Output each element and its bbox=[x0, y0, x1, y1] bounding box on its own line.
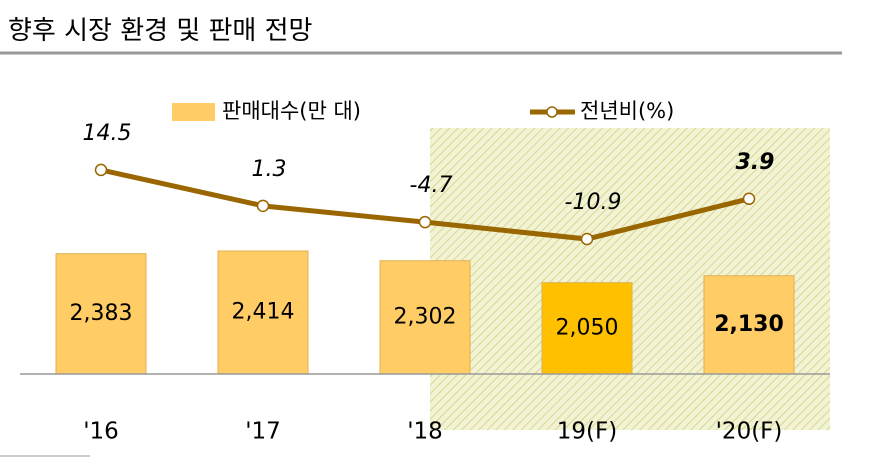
bar-value-label: 2,302 bbox=[394, 304, 457, 329]
line-marker bbox=[418, 215, 432, 229]
legend-swatch bbox=[172, 103, 215, 121]
legend-label: 전년비(%) bbox=[580, 99, 674, 123]
bar bbox=[379, 260, 471, 375]
bar-value-label: 2,414 bbox=[232, 300, 295, 325]
line-marker bbox=[742, 192, 756, 206]
legend-label: 판매대수(만 대) bbox=[222, 99, 361, 123]
x-tick-label: '16 bbox=[83, 419, 119, 445]
bar bbox=[541, 282, 633, 375]
x-tick-label: 19(F) bbox=[557, 419, 617, 445]
line-marker bbox=[256, 199, 270, 213]
bar bbox=[703, 275, 795, 375]
bar-value-label: 2,383 bbox=[70, 301, 133, 326]
bar bbox=[217, 250, 309, 375]
line-marker bbox=[94, 163, 108, 177]
line-marker bbox=[580, 232, 594, 246]
legend-marker bbox=[546, 106, 558, 118]
chart-title: 향후 시장 환경 및 판매 전망 bbox=[8, 16, 312, 46]
x-tick-label: '18 bbox=[407, 419, 443, 445]
line-value-label: 1.3 bbox=[252, 157, 287, 182]
x-tick-label: '20(F) bbox=[716, 419, 783, 445]
line-value-label: 3.9 bbox=[736, 150, 775, 175]
line-value-label: -10.9 bbox=[565, 190, 622, 215]
line-value-label: -4.7 bbox=[410, 173, 453, 198]
bar-value-label: 2,130 bbox=[714, 312, 784, 337]
bar-value-label: 2,050 bbox=[556, 315, 619, 340]
line-value-label: 14.5 bbox=[83, 121, 132, 146]
x-tick-label: '17 bbox=[245, 419, 281, 445]
